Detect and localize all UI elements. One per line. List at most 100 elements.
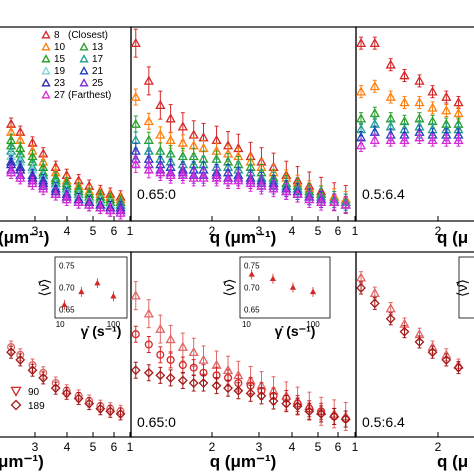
data-point [27,177,38,188]
data-point [441,91,452,101]
panel-top-middle: 2 3 4 5 6 1q (μm⁻¹)0.65:0 [130,26,359,247]
x-tick-label: 4 [289,224,296,238]
data-point [281,186,292,196]
legend-marker [41,54,51,63]
data-point [95,202,106,212]
panel-annotation: 0.5:6.4 [362,414,405,430]
legend-label: 25 [92,78,104,89]
legend-label: 23 [54,78,66,89]
data-point [329,196,340,206]
x-tick-label: 6 [111,440,118,454]
data-point [453,107,464,118]
data-point [131,37,141,48]
series-189 [6,345,126,421]
data-point [143,115,154,126]
data-point [453,134,464,145]
x-tick-label: 4 [64,224,71,238]
data-point [453,97,464,107]
plot-area [356,271,464,375]
legend-label: 90 [28,387,40,398]
data-point [177,341,188,351]
inset-xlabel: γ̇ (s⁻¹) [275,323,316,339]
legend-label: 13 [92,42,104,53]
data-point [50,383,61,394]
data-point [304,406,315,417]
data-point [281,398,292,409]
data-point [155,99,166,109]
plot-area [356,36,464,153]
series-dia [356,281,464,375]
data-point [385,313,396,324]
inset-frame [239,256,331,319]
legend-marker [41,66,51,75]
inset-xtick: 10 [56,320,65,329]
data-point [453,362,464,373]
data-point [131,330,140,339]
series-27 [356,130,464,153]
data-point [369,287,380,297]
inset-xlabel: γ̇ (s⁻¹) [81,323,122,339]
data-point [329,411,340,422]
x-tick-label: 3 [256,440,263,454]
data-point [399,70,410,80]
data-point [131,365,141,376]
data-point [414,75,425,85]
x-tick-label: 2 [209,440,216,454]
data-point [73,196,84,206]
legend-label: 27 [54,90,66,101]
x-tick-label: 5 [315,440,322,454]
legend-marker [10,386,22,397]
series-8 [356,36,464,109]
data-point [189,363,198,372]
inset-point [110,292,117,299]
data-point [441,105,452,115]
data-point [385,303,396,313]
data-point [340,414,351,424]
legend: 8 (Closest)10 13 15 17 19 21 23 25 27 (Farthest) [41,30,111,101]
data-point [211,380,222,391]
data-point [356,272,367,282]
x-tick-label: 5 [315,224,322,238]
data-point [61,194,72,204]
data-point [369,80,380,91]
legend-marker [41,78,51,87]
data-point [165,169,176,180]
inset-xtick: 100 [306,320,320,329]
data-point [414,132,425,142]
data-point [356,283,366,293]
series-90 [7,340,125,418]
data-point [369,298,380,309]
data-point [188,346,199,357]
inset-xtick: 10 [242,320,251,329]
data-point [61,388,72,399]
x-tick-label: 4 [64,440,71,454]
inset-ylabel: ⟨ν̂⟩ [36,279,52,297]
inset-ytick: 0.75 [59,262,75,271]
data-point [73,393,84,404]
data-point [256,390,267,401]
data-point [84,398,95,409]
data-point [155,323,166,333]
data-point [427,347,438,358]
data-point [15,354,26,365]
inset-point [309,288,317,295]
data-point [369,37,380,48]
x-tick-label: 3 [32,224,39,238]
data-point [399,326,410,337]
legend-label: 19 [54,66,66,77]
x-tick-label: 5 [90,440,97,454]
x-tick-label: 1 [127,440,134,454]
data-point [356,140,367,150]
x-tick-label: 5 [90,224,97,238]
data-point [177,137,188,147]
data-point [356,113,367,123]
inset: ⟨ν̂⟩ [454,256,474,319]
inset-ytick: 0.75 [244,262,260,271]
data-point [268,396,279,406]
inset-point [248,271,255,277]
x-axis-title: μm⁻¹) [0,452,44,471]
data-point [131,91,141,101]
legend-marker [79,66,89,75]
